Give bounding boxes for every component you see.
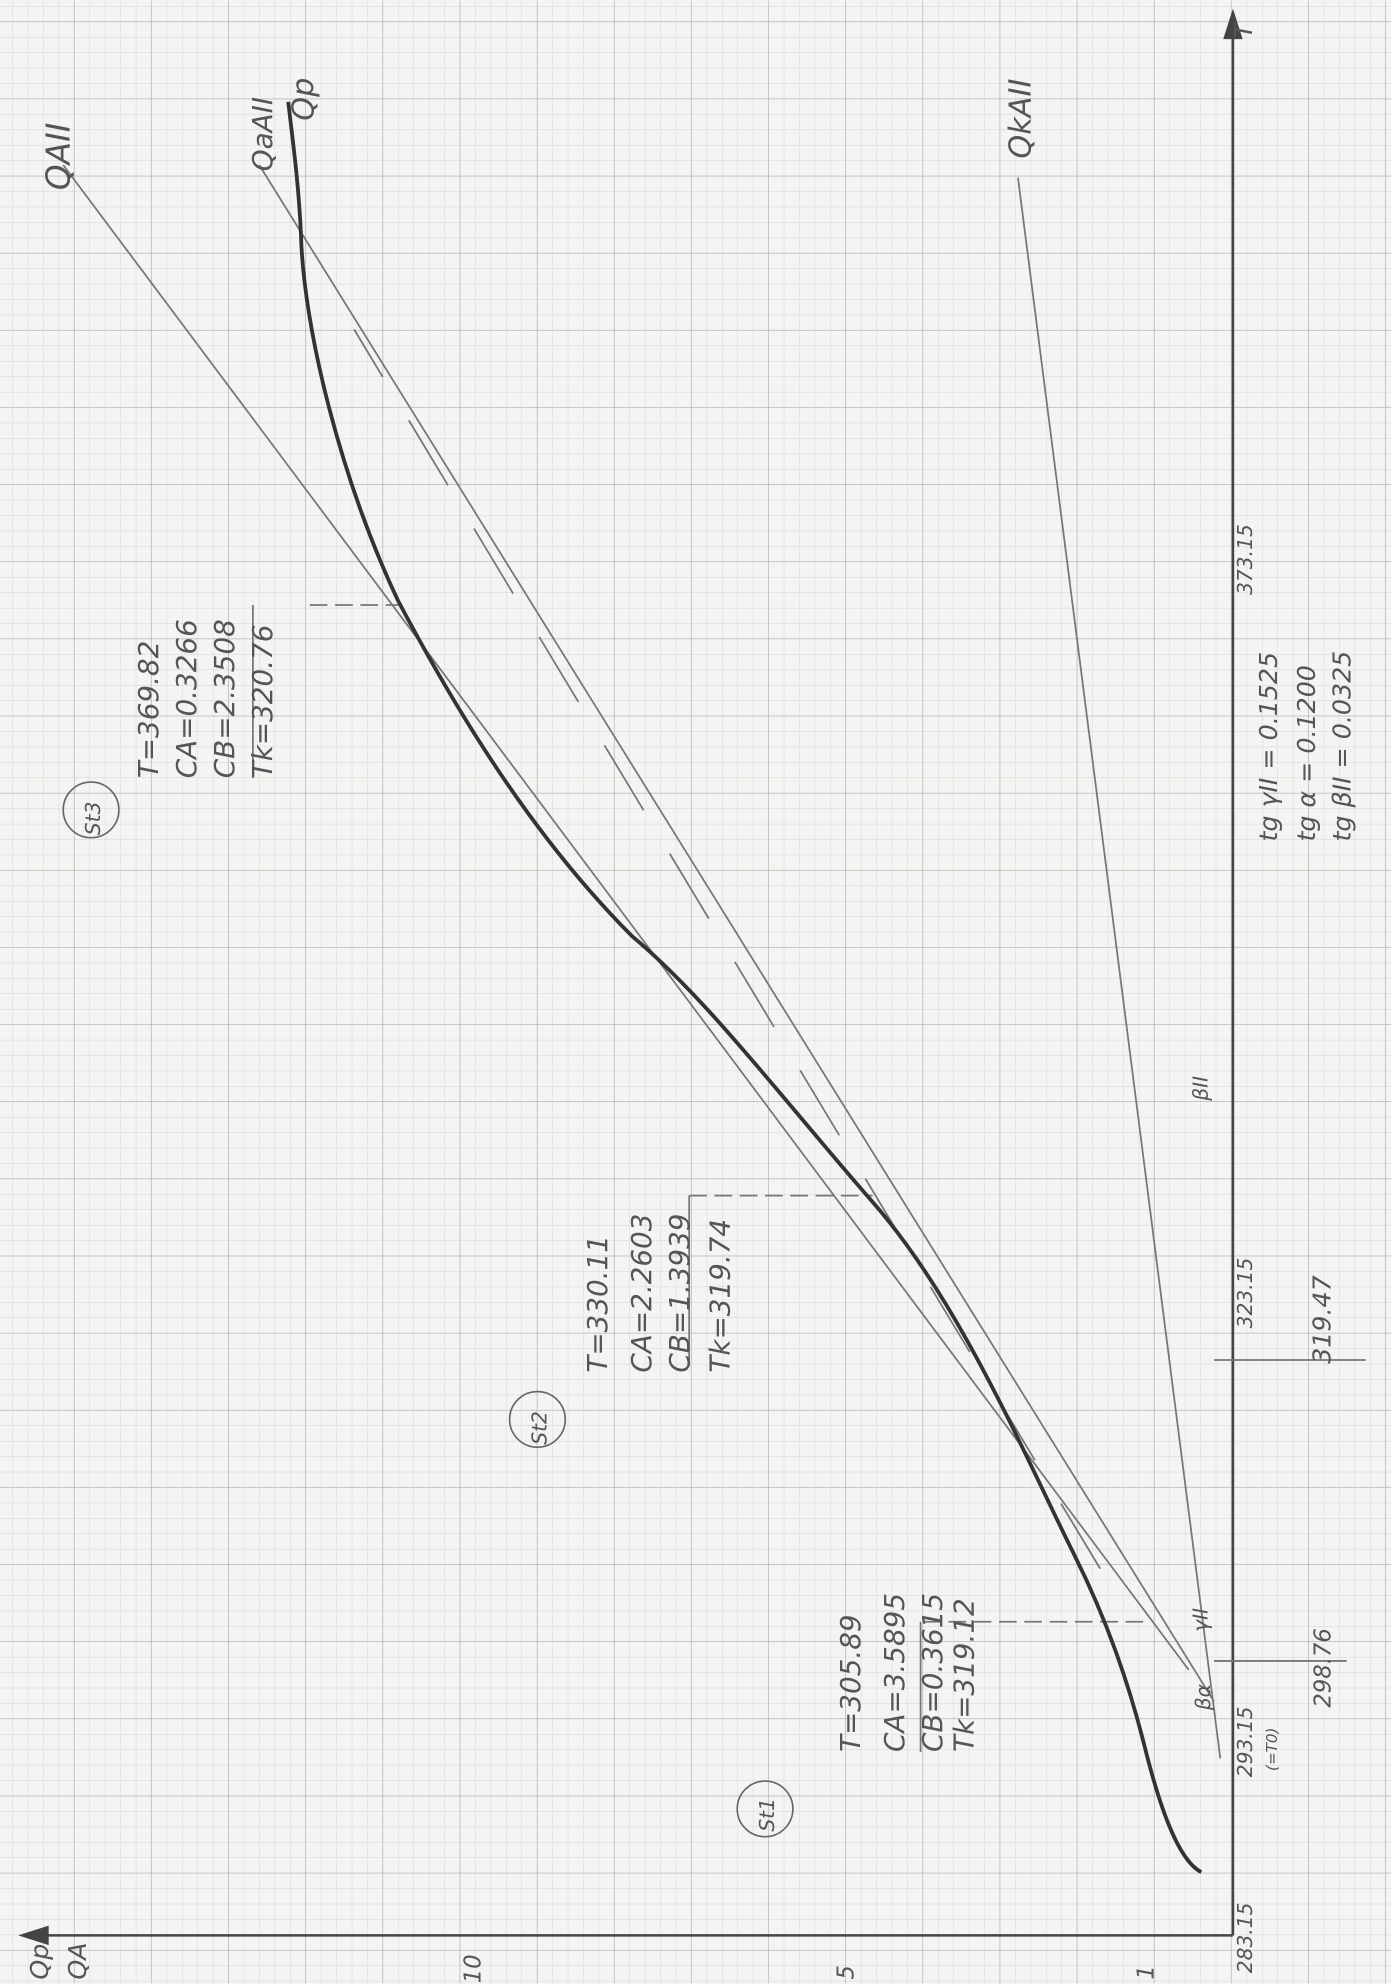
drawing: QpQAT283.15293.15(=T0)298.76323.15319.47… — [0, 0, 1391, 1984]
t-tick-label: 283.15 — [1233, 1903, 1257, 1974]
graph-grid — [0, 1, 1391, 1984]
t-tick-label: (=T0) — [1263, 1728, 1281, 1771]
angle-label: γII — [1189, 1608, 1213, 1632]
axis-label: T — [1229, 21, 1258, 39]
state-value: CA=3.5895 — [878, 1593, 911, 1752]
t-tick-label: 373.15 — [1233, 524, 1257, 595]
state-name: St2 — [527, 1411, 551, 1445]
t-tick-label: 323.15 — [1233, 1258, 1257, 1329]
curve-label: Qp — [287, 78, 322, 121]
curve-label: QkAII — [1004, 79, 1039, 159]
state-name: St3 — [81, 802, 105, 836]
state-value: T=369.82 — [132, 641, 165, 779]
page: {"axes":{"value_label_top":"Qp","value_l… — [0, 0, 1391, 1984]
state-value: Tk=320.76 — [246, 625, 279, 779]
state-value: CA=2.2603 — [625, 1214, 658, 1373]
state-value: CB=0.3615 — [916, 1593, 949, 1752]
tangent-value: tg βII = 0.0325 — [1328, 651, 1357, 842]
state-value: Tk=319.74 — [704, 1219, 737, 1373]
state-value: CA=0.3266 — [170, 619, 203, 778]
curve-label: QaAII — [246, 97, 279, 171]
value-tick-label: 5 — [834, 1965, 860, 1979]
tangent-value: tg α = 0.1200 — [1292, 665, 1321, 841]
t-tick-label: 298.76 — [1310, 1628, 1336, 1708]
state-name: St1 — [755, 1798, 779, 1832]
t-tick-label: 319.47 — [1307, 1275, 1336, 1363]
state-value: T=330.11 — [581, 1235, 614, 1373]
state-value: Tk=319.12 — [948, 1598, 981, 1752]
angle-label: βII — [1189, 1076, 1213, 1102]
value-tick-label: 1 — [1133, 1965, 1159, 1979]
axis-label: Qp — [25, 1944, 54, 1980]
state-value: CB=1.3939 — [663, 1214, 696, 1373]
curve-label: QAII — [39, 123, 78, 191]
axis-label: QA — [63, 1942, 92, 1979]
tangent-value: tg γII = 0.1525 — [1254, 652, 1283, 842]
value-tick-label: 10 — [461, 1954, 487, 1983]
state-value: CB=2.3508 — [208, 619, 241, 778]
state-value: T=305.89 — [834, 1614, 867, 1752]
t-tick-label: 293.15 — [1233, 1707, 1257, 1778]
angle-label: βα — [1191, 1683, 1215, 1711]
